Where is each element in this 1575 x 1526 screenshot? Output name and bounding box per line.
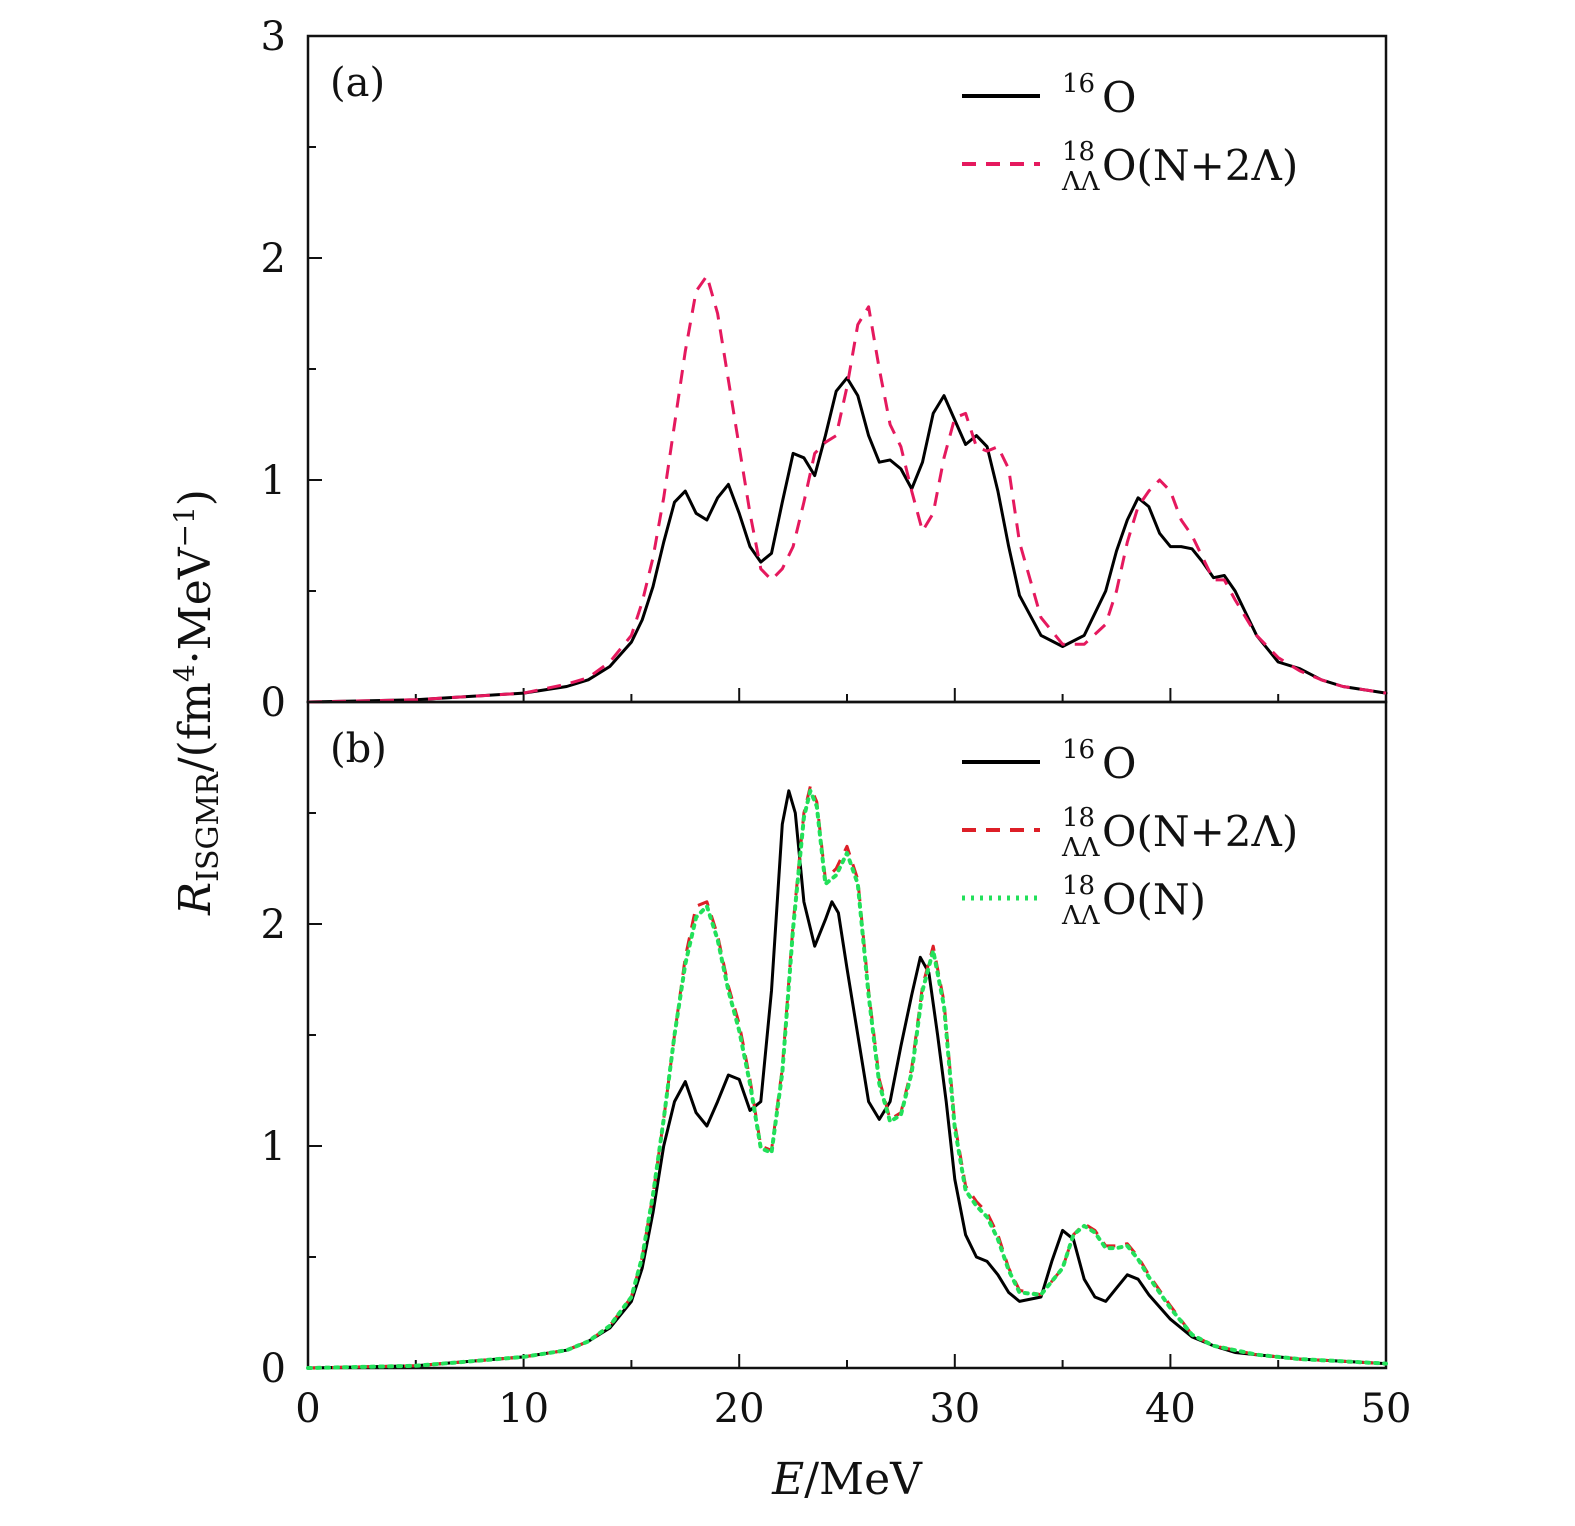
plot-frame-b (306, 700, 1388, 1370)
panel-label-a: (a) (330, 60, 385, 106)
x-axis-title-unit: /MeV (804, 1454, 923, 1505)
plot-frame-a (306, 34, 1388, 704)
series-group-b (306, 784, 1388, 1370)
y-axis-title-unit-close: ) (170, 489, 221, 506)
x-tick-label-10: 10 (498, 1386, 549, 1432)
x-tick-label-50: 50 (1361, 1386, 1412, 1432)
y-axis-title-subscript: ISGMR (191, 771, 226, 882)
x-tick-label-30: 30 (929, 1386, 980, 1432)
y-axis-title-unit-mid: ·MeV (170, 546, 221, 664)
y-tick-label-b-0: 0 (261, 1346, 286, 1392)
y-tick-label-a-0: 0 (261, 680, 286, 726)
legend-mass-number-b-0: 16 (1062, 735, 1095, 765)
legend-mass-number-a-1: 18 (1062, 137, 1095, 167)
x-axis-title: E/MeV (771, 1454, 923, 1505)
legend-mass-number-b-1: 18 (1062, 803, 1095, 833)
y-axis-title-superscript-2: −1 (168, 506, 201, 547)
legend-mass-number-b-2: 18 (1062, 871, 1095, 901)
y-tick-label-a-2: 2 (261, 236, 286, 282)
y-tick-label-a-1: 1 (261, 458, 286, 504)
series-line-a-1 (307, 274, 1387, 704)
legend-hyperon-label-b-2: ΛΛ (1061, 901, 1101, 931)
x-tick-label-20: 20 (714, 1386, 765, 1432)
series-group-a (306, 274, 1388, 704)
y-tick-label-a-3: 3 (261, 14, 286, 60)
legend-label-b-2: O(N) (1102, 875, 1206, 924)
y-axis-title-symbol: R (170, 882, 221, 916)
legend-label-a-0: O (1102, 73, 1136, 122)
y-axis-title-superscript: 4 (168, 664, 201, 682)
legend-hyperon-label-a-1: ΛΛ (1061, 167, 1101, 197)
y-axis-title-unit-open: /(fm (170, 682, 221, 772)
legend-mass-number-a-0: 16 (1062, 69, 1095, 99)
legend-label-b-1: O(N+2Λ) (1102, 807, 1298, 856)
series-line-b-0 (306, 789, 1388, 1370)
legend-label-b-0: O (1102, 739, 1136, 788)
ticks-a: 0 1 2 3 (261, 14, 1387, 726)
x-tick-label-0: 0 (295, 1386, 320, 1432)
y-tick-label-b-1: 1 (261, 1124, 286, 1170)
x-axis-title-symbol: E (771, 1454, 804, 1505)
x-tick-label-40: 40 (1145, 1386, 1196, 1432)
legend-label-a-1: O(N+2Λ) (1102, 141, 1298, 190)
y-axis-title: RISGMR/(fm4·MeV−1) (168, 489, 226, 916)
y-tick-label-b-2: 2 (261, 902, 286, 948)
series-line-b-2 (306, 788, 1388, 1370)
panel-label-b: (b) (330, 726, 387, 772)
series-line-b-1 (307, 784, 1387, 1370)
legend-hyperon-label-b-1: ΛΛ (1061, 833, 1101, 863)
series-line-a-0 (306, 376, 1388, 704)
